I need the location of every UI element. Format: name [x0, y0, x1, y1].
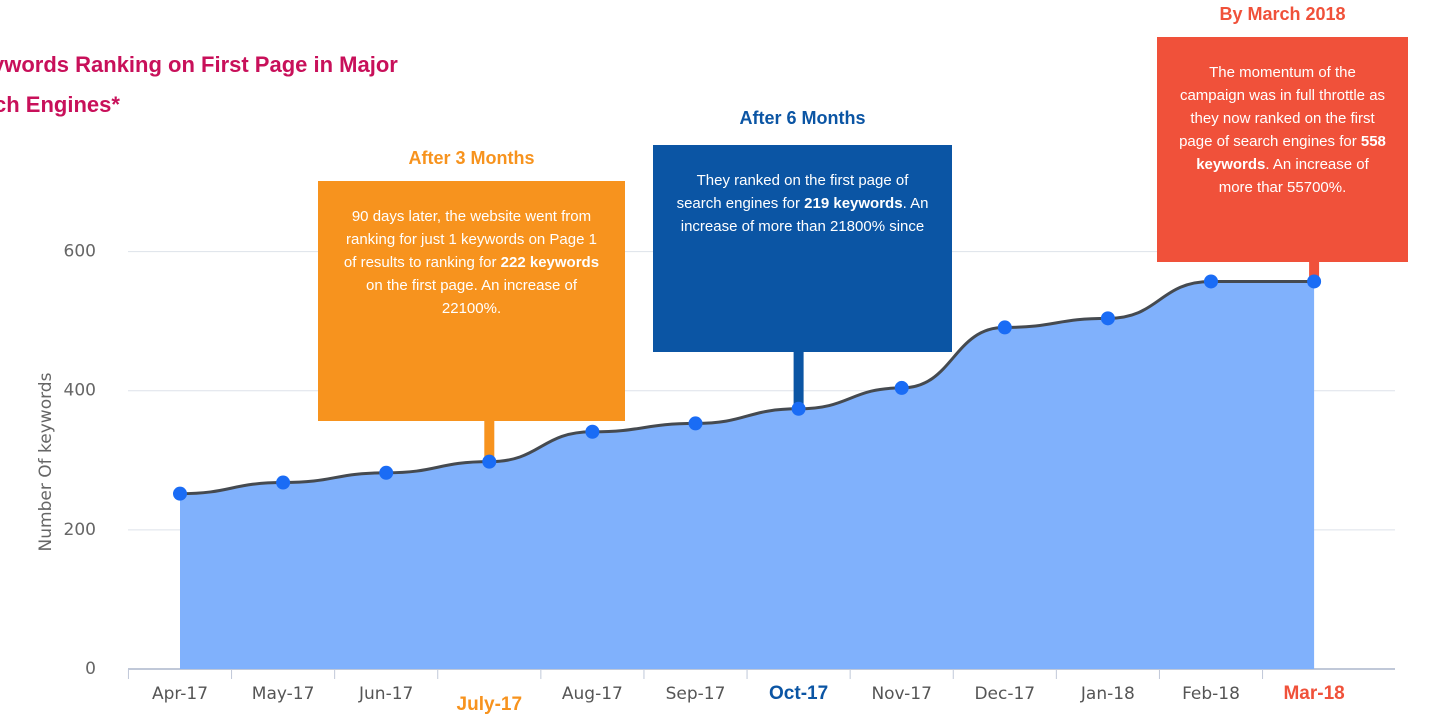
x-tick-label: May-17: [252, 684, 315, 704]
chart-title: ywords Ranking on First Page in Major: [0, 52, 398, 77]
x-tick-label: Oct-17: [769, 683, 828, 704]
point: [997, 320, 1012, 335]
y-tick-label: 200: [64, 520, 96, 540]
x-tick-label: Jan-18: [1080, 684, 1135, 704]
callout-stem: [793, 350, 804, 409]
x-tick-label: Jun-17: [358, 684, 413, 704]
callout-box: 90 days later, the website went from ran…: [318, 181, 625, 421]
y-tick-label: 400: [64, 381, 96, 401]
x-tick-label: July-17: [457, 694, 522, 715]
callout-text: . An increase of more thar 55700%.: [1218, 156, 1369, 196]
x-tick-label: Nov-17: [871, 684, 932, 704]
callout-heading: After 3 Months: [408, 148, 535, 168]
callout-heading: After 6 Months: [739, 108, 866, 128]
x-tick-label: Aug-17: [562, 684, 623, 704]
point: [173, 486, 187, 501]
x-tick-label: Sep-17: [666, 684, 726, 704]
callout-text: on the first page. An increase of 22100%…: [366, 277, 577, 317]
chart-title: ch Engines*: [0, 92, 120, 117]
callout-stem: [484, 419, 495, 462]
point: [482, 454, 497, 469]
x-tick-label: Mar-18: [1283, 683, 1344, 704]
point: [894, 380, 909, 395]
callout-text: . An increase of more than 21800% since: [680, 195, 929, 235]
callout-heading: By March 2018: [1219, 4, 1346, 24]
y-tick-label: 600: [64, 242, 96, 262]
callout-text: They ranked on the first page of search …: [676, 172, 909, 212]
point: [276, 475, 291, 490]
point: [1204, 274, 1218, 289]
y-axis-label: Number Of keywords: [36, 372, 56, 551]
callout-text: The momentum of the campaign was in full…: [1179, 64, 1386, 150]
point: [379, 465, 394, 480]
callout-text: 222 keywords: [500, 254, 600, 271]
point: [1100, 311, 1115, 326]
x-tick-label: Feb-18: [1182, 684, 1240, 704]
point: [1307, 274, 1322, 289]
point: [688, 416, 703, 431]
callout-text: 90 days later, the website went from ran…: [343, 208, 597, 271]
y-tick-label: 0: [85, 659, 96, 679]
x-tick-label: Dec-17: [974, 684, 1035, 704]
point: [791, 401, 806, 416]
callout-box: The momentum of the campaign was in full…: [1157, 37, 1408, 262]
callout-stem: [1309, 260, 1320, 282]
x-tick-label: Apr-17: [152, 684, 208, 704]
callout-text: 219 keywords: [804, 195, 903, 212]
area: [180, 281, 1315, 669]
callout-box: They ranked on the first page of search …: [653, 145, 952, 352]
callout-text: 558 keywords: [1196, 133, 1386, 173]
point: [585, 424, 600, 439]
